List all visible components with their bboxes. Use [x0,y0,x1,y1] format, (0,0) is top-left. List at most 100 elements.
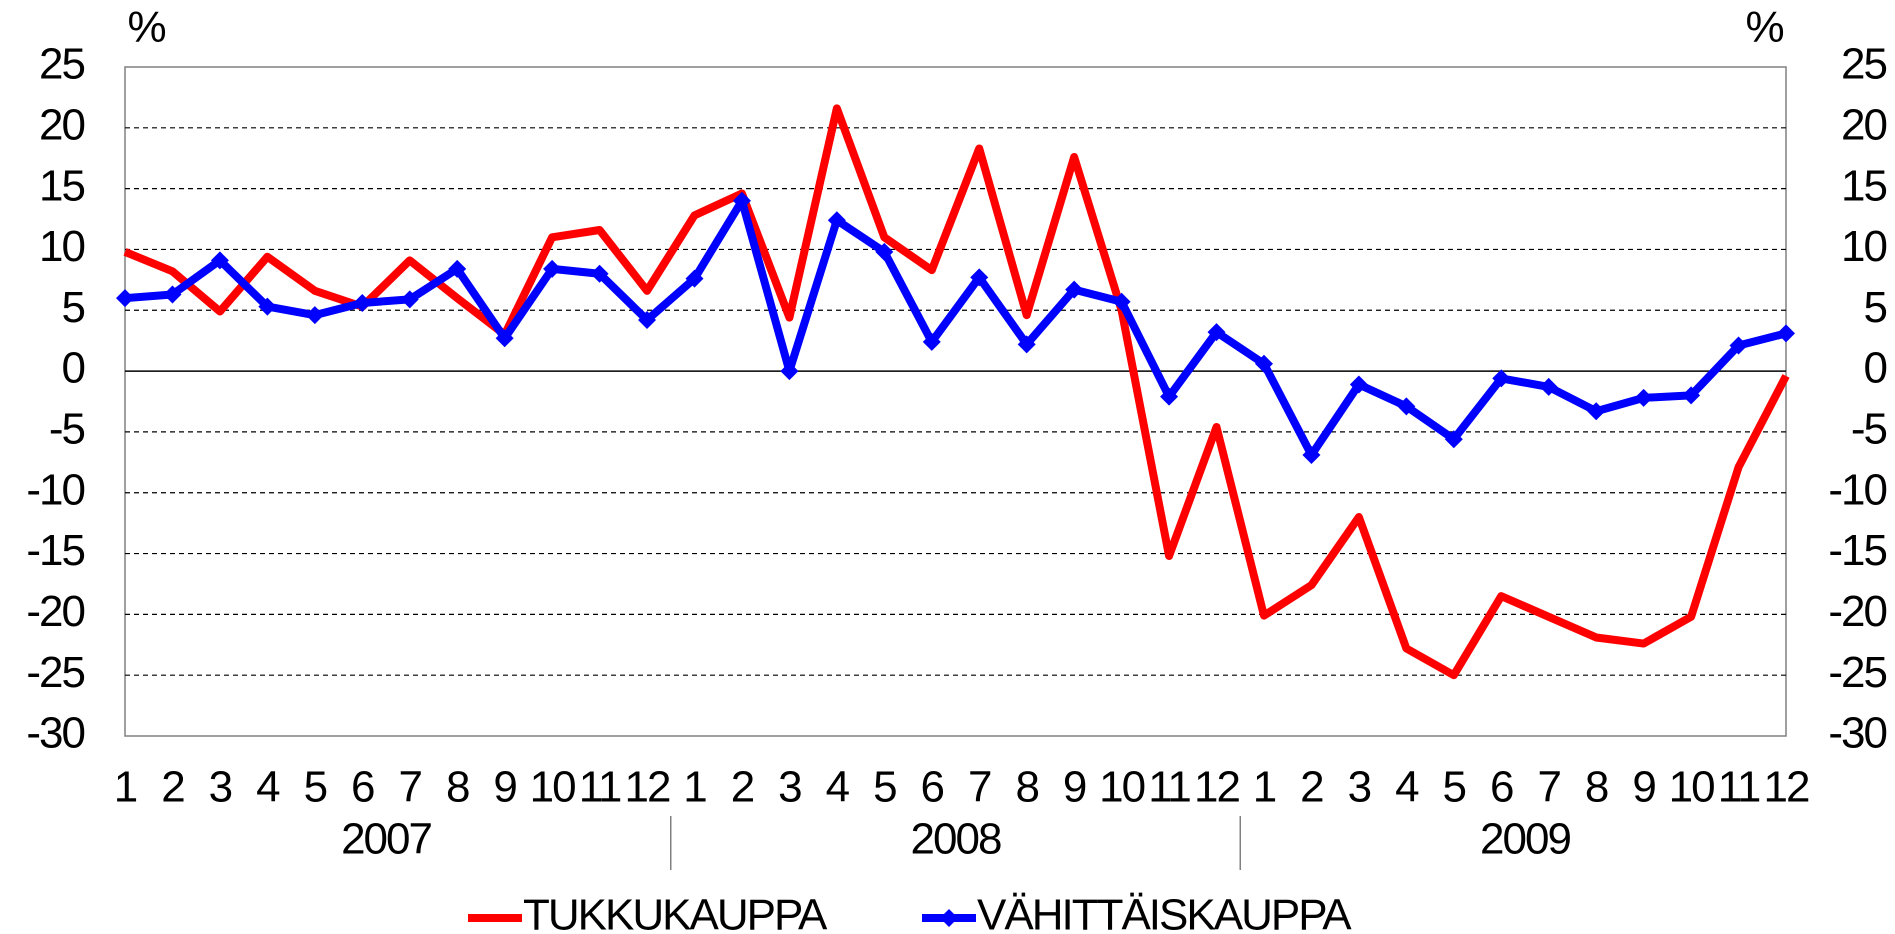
y-tick-label: -25 [26,648,84,697]
y2-tick-label: -5 [1851,405,1887,454]
x-tick-label: 2 [1300,763,1323,812]
x-tick-label: 4 [256,763,280,812]
y2-tick-label: 25 [1841,40,1886,89]
series-marker [1444,430,1463,449]
series-marker [258,297,277,316]
x-tick-label: 9 [1063,763,1086,812]
x-tick-label: 8 [1585,763,1608,812]
x-tick-label: 11 [579,763,621,812]
y2-tick-label: 5 [1864,283,1887,332]
x-group-label: 2008 [911,815,1001,864]
series-marker [495,329,514,348]
series-marker [448,259,467,278]
series-marker [1160,387,1179,406]
y-unit-label: % [127,3,165,52]
x-tick-label: 5 [304,763,327,812]
legend-label: VÄHITTÄISKAUPPA [977,891,1352,934]
series-marker [1112,292,1131,311]
x-tick-label: 9 [493,763,516,812]
y2-tick-label: -25 [1828,648,1886,697]
y2-tick-label: -20 [1828,587,1886,636]
x-tick-label: 5 [1443,763,1466,812]
series-marker [163,285,182,304]
y-tick-label: 25 [39,40,84,89]
x-tick-label: 8 [1015,763,1038,812]
y-tick-label: 10 [39,222,84,271]
x-tick-label: 4 [1395,763,1419,812]
x-tick-label: 8 [446,763,469,812]
series-line [123,104,1790,680]
y2-tick-label: 20 [1841,100,1886,149]
x-tick-label: 1 [114,763,137,812]
y-tick-label: 20 [39,100,84,149]
y2-tick-label: 15 [1841,161,1886,210]
series-marker [1065,280,1084,299]
series-marker [1254,354,1273,373]
series-marker [780,362,799,381]
series-line [124,196,1787,460]
series-marker [1777,324,1795,343]
x-tick-label: 7 [968,763,991,812]
y-tick-label: -5 [49,405,85,454]
series-marker [1539,377,1558,396]
y2-tick-label: -10 [1828,465,1886,514]
x-tick-label: 1 [683,763,706,812]
x-tick-label: 9 [1632,763,1655,812]
y-tick-label: 15 [39,161,84,210]
y-tick-label: -15 [26,526,84,575]
y-tick-label: -10 [26,465,84,514]
legend-marker [940,909,958,927]
x-group-label: 2009 [1480,815,1570,864]
y2-tick-label: 10 [1841,222,1886,271]
x-tick-label: 12 [625,763,670,812]
series-marker [1682,386,1701,405]
x-tick-label: 7 [1537,763,1560,812]
series-marker [922,332,941,351]
x-tick-label: 10 [1099,763,1144,812]
series-marker [305,306,324,325]
series-marker [1302,446,1321,465]
series-marker [970,268,989,287]
y2-tick-label: 0 [1864,344,1887,393]
series-marker [827,211,846,230]
series-marker [1349,375,1368,394]
x-tick-label: 3 [778,763,801,812]
y2-tick-label: -30 [1828,709,1886,758]
x-tick-label: 2 [731,763,754,812]
series-marker [1017,335,1036,354]
x-tick-label: 6 [351,763,374,812]
x-tick-label: 6 [1490,763,1513,812]
y-tick-label: -30 [26,709,84,758]
x-tick-label: 10 [530,763,575,812]
series-marker [1397,397,1416,416]
x-tick-label: 1 [1253,763,1276,812]
series-marker [875,242,894,261]
x-tick-label: 10 [1669,763,1714,812]
series-marker [1634,388,1653,407]
series-marker [685,269,704,288]
series-marker [116,289,134,308]
x-tick-label: 11 [1718,763,1760,812]
series-marker [638,311,657,330]
x-tick-label: 7 [399,763,422,812]
y2-tick-label: -15 [1828,526,1886,575]
series-marker [543,259,562,278]
x-tick-label: 4 [826,763,850,812]
x-tick-label: 6 [921,763,944,812]
x-tick-label: 12 [1764,763,1809,812]
plot-area [124,66,1787,737]
y2-unit-label: % [1745,3,1783,52]
x-tick-label: 11 [1148,763,1190,812]
series-marker [1729,336,1748,355]
x-tick-label: 2 [161,763,184,812]
series-marker [1207,323,1226,342]
series-marker [400,290,419,309]
x-tick-label: 3 [1348,763,1371,812]
series-marker [1492,369,1511,388]
x-group-label: 2007 [341,815,431,864]
x-tick-label: 5 [873,763,896,812]
series-marker [210,251,229,270]
y-tick-label: 5 [62,283,85,332]
